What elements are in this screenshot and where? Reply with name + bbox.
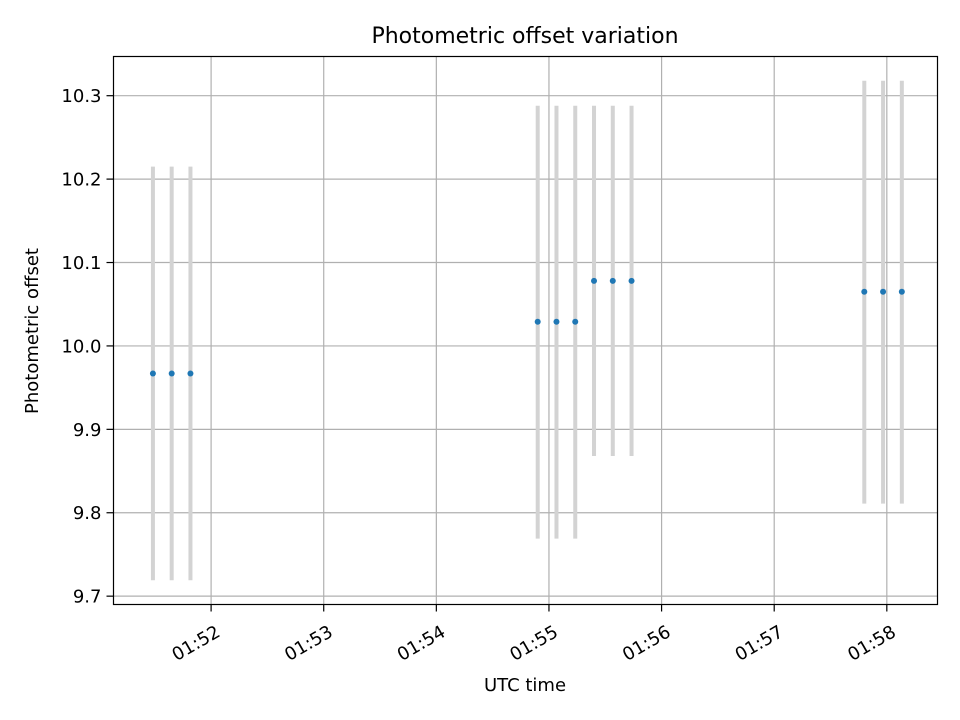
data-point xyxy=(572,318,579,325)
y-axis-ticks: 9.7 9.8 9.9 10.0 10.1 10.2 10.3 xyxy=(61,86,114,608)
y-axis-label: Photometric offset xyxy=(22,248,43,414)
data-point xyxy=(628,277,635,284)
data-point xyxy=(534,318,541,325)
y-tick-label: 9.7 xyxy=(73,587,102,608)
data-point xyxy=(149,370,156,377)
data-point xyxy=(168,370,175,377)
y-tick-label: 10.0 xyxy=(61,336,101,357)
y-tick-label: 10.2 xyxy=(61,170,101,191)
y-tick-label: 9.8 xyxy=(73,503,102,524)
y-tick-label: 9.9 xyxy=(73,420,102,441)
data-point xyxy=(591,277,598,284)
x-axis-label: UTC time xyxy=(484,675,566,696)
data-point xyxy=(553,318,560,325)
chart-title: Photometric offset variation xyxy=(371,24,678,49)
data-points xyxy=(149,277,905,377)
plot-frame xyxy=(112,55,939,606)
data-point xyxy=(880,288,887,295)
data-point xyxy=(861,288,868,295)
data-point xyxy=(187,370,194,377)
y-tick-label: 10.3 xyxy=(61,86,101,107)
grid xyxy=(113,56,938,605)
data-point xyxy=(609,277,616,284)
data-point xyxy=(898,288,905,295)
y-tick-label: 10.1 xyxy=(61,253,101,274)
